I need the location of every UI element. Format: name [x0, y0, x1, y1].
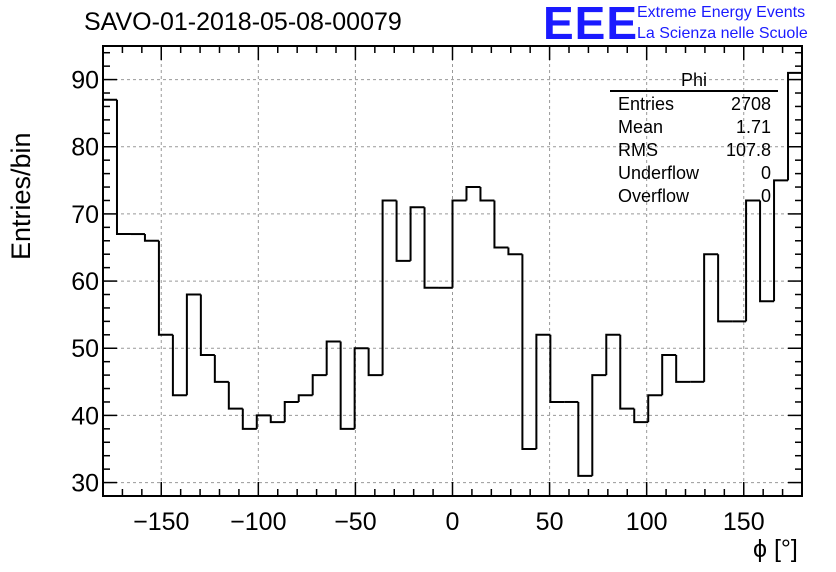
- stats-title: Phi: [680, 70, 707, 90]
- x-tick-label: 0: [446, 508, 460, 536]
- stats-box: Phi Entries 2708 Mean 1.71 RMS 107.8 Und…: [610, 70, 778, 208]
- stats-label: Entries: [618, 94, 675, 114]
- histogram-bin: [255, 414, 271, 429]
- histogram-bin: [353, 347, 369, 429]
- histogram-bin: [185, 293, 201, 396]
- stats-row-entries: Entries 2708: [610, 93, 778, 116]
- y-tick-label: 80: [71, 134, 99, 162]
- x-tick-label: −150: [133, 508, 189, 536]
- stats-label: Mean: [618, 117, 664, 137]
- y-tick-label: 40: [71, 402, 99, 430]
- histogram-bin: [675, 354, 691, 383]
- stats-divider: [610, 90, 778, 92]
- stats-row-mean: Mean 1.71: [610, 116, 778, 139]
- x-tick-label: 100: [626, 508, 668, 536]
- histogram-bin: [227, 381, 243, 410]
- y-tick-label: 50: [71, 335, 99, 363]
- histogram-bin: [703, 253, 719, 382]
- stats-label: RMS: [618, 140, 658, 160]
- y-tick-label: 90: [71, 67, 99, 95]
- histogram-bin: [283, 400, 299, 423]
- histogram-bin: [465, 186, 481, 201]
- histogram-bin: [493, 200, 509, 249]
- histogram-bin: [577, 401, 593, 477]
- histogram-bin: [367, 348, 383, 377]
- grid-lines: [103, 46, 802, 496]
- histogram-bin: [269, 415, 285, 424]
- stats-value: 0: [760, 163, 771, 183]
- stats-label: Underflow: [618, 163, 700, 183]
- histogram-bin: [619, 334, 635, 410]
- histogram-bin: [717, 254, 733, 323]
- chart-title: SAVO-01-2018-05-08-00079: [84, 8, 402, 36]
- x-axis-label: ϕ [°]: [753, 535, 798, 563]
- histogram-bin: [115, 99, 131, 236]
- histogram-bin: [199, 294, 215, 356]
- y-axis-label: Entries/bin: [6, 132, 36, 260]
- stats-row-overflow: Overflow 0: [610, 185, 778, 208]
- histogram-bin: [605, 333, 621, 376]
- x-tick-label: −50: [334, 508, 376, 536]
- y-tick-label: 30: [71, 470, 99, 498]
- y-tick-label: 60: [71, 268, 99, 296]
- histogram-bin: [297, 394, 313, 402]
- x-tick-label: 150: [723, 508, 765, 536]
- x-tick-label: −100: [230, 508, 286, 536]
- histogram-bin: [213, 354, 229, 383]
- histogram-bin: [451, 199, 467, 288]
- histogram-bin: [479, 187, 495, 202]
- stats-row-underflow: Underflow 0: [610, 162, 778, 185]
- stats-value: 1.71: [735, 117, 771, 137]
- histogram-bin: [311, 374, 327, 396]
- histogram-bin: [395, 200, 411, 262]
- histogram-bin: [745, 199, 761, 322]
- histogram-bin: [787, 71, 803, 496]
- histogram-bin: [171, 334, 187, 397]
- eee-logo: EEE: [543, 0, 639, 49]
- histogram-bin: [535, 333, 551, 449]
- histogram-bin: [591, 374, 607, 476]
- histogram-bin: [157, 240, 173, 336]
- histogram-bin: [241, 408, 257, 430]
- histogram-bin: [507, 247, 523, 256]
- stats-value: 2708: [730, 94, 771, 114]
- stats-value: 107.8: [725, 140, 771, 160]
- histogram-bin: [549, 334, 565, 403]
- y-tick-label: 70: [71, 201, 99, 229]
- histogram-bin: [339, 341, 355, 430]
- axes: −150 −100 −50 0 50 100 150 30 40 50 60 70 80 90: [71, 45, 803, 536]
- histogram-bin: [102, 98, 117, 496]
- histogram-bin: [423, 207, 439, 289]
- histogram-bin: [647, 394, 663, 423]
- logo-subtitle-1: Extreme Energy Events: [637, 4, 806, 21]
- histogram-bin: [325, 340, 341, 376]
- stats-row-rms: RMS 107.8: [610, 139, 778, 162]
- histogram-bin: [759, 200, 775, 303]
- x-tick-label: 50: [536, 508, 564, 536]
- histogram-bin: [661, 353, 677, 396]
- histogram-bin: [381, 199, 397, 376]
- histogram-bin: [773, 179, 789, 302]
- histogram-bin: [521, 254, 537, 450]
- histogram-bin: [409, 206, 425, 261]
- stats-label: Overflow: [618, 186, 690, 206]
- histogram-bin: [143, 234, 159, 242]
- stats-value: 0: [760, 186, 771, 206]
- histogram-bins: [102, 71, 803, 496]
- logo-subtitle-2: La Scienza nelle Scuole: [637, 25, 808, 42]
- histogram-bin: [633, 408, 649, 424]
